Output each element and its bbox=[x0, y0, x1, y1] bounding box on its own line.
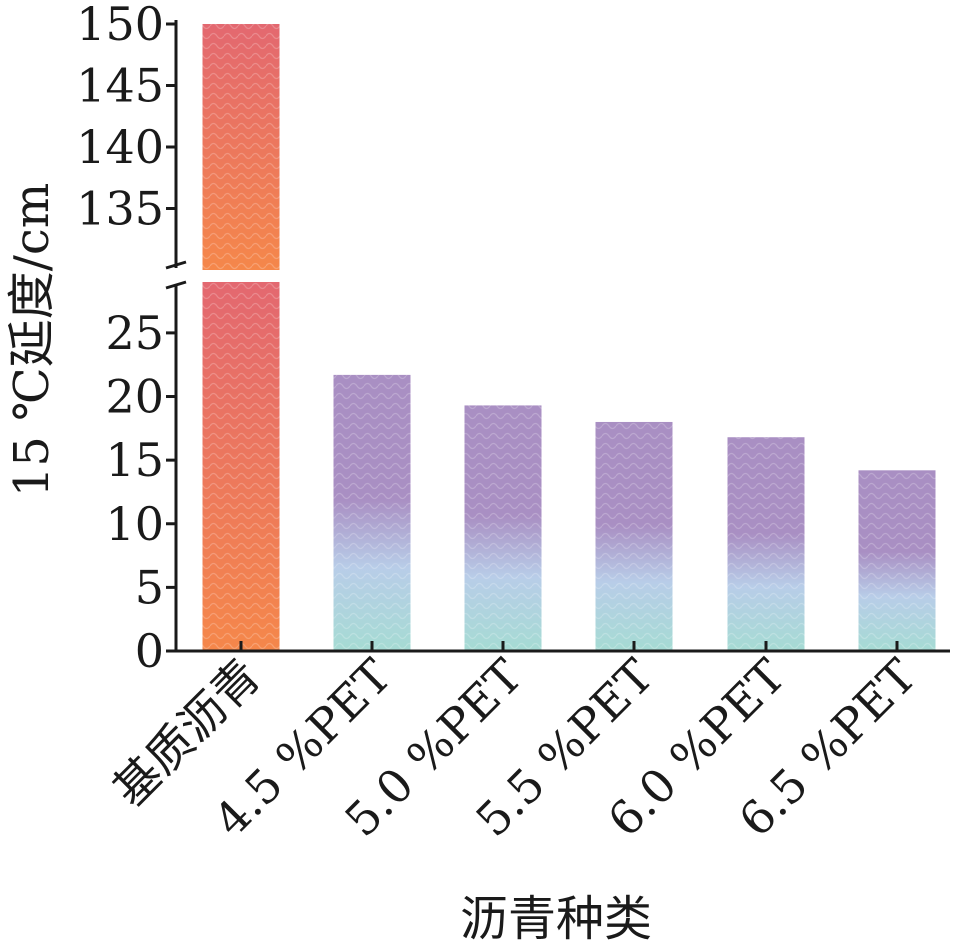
y-tick-label: 15 bbox=[105, 433, 164, 487]
y-tick-label: 20 bbox=[105, 370, 164, 424]
bars-group bbox=[202, 24, 936, 651]
y-tick-label: 0 bbox=[135, 624, 164, 678]
y-tick-label: 10 bbox=[105, 497, 164, 551]
axis-break-mark bbox=[165, 280, 187, 290]
bar-texture bbox=[595, 421, 673, 651]
y-tick-label: 25 bbox=[105, 306, 164, 360]
bar-texture bbox=[202, 282, 280, 651]
bar-5 bbox=[727, 437, 805, 651]
y-tick-label: 5 bbox=[135, 560, 164, 614]
y-ticks-group: 0 5 10 15 20 25 135 140 145 150 bbox=[76, 0, 176, 678]
bar-6 bbox=[858, 470, 936, 651]
axes-group bbox=[165, 20, 950, 653]
bar-texture bbox=[333, 374, 411, 651]
bar-3 bbox=[464, 405, 542, 651]
x-axis-title: 沥青种类 bbox=[460, 891, 652, 947]
axis-break-mark bbox=[165, 260, 187, 270]
y-axis-title: 15 ℃延度/cm bbox=[4, 183, 60, 498]
bar-4 bbox=[595, 421, 673, 651]
bar-2 bbox=[333, 374, 411, 651]
y-tick-label: 150 bbox=[76, 0, 164, 51]
y-tick-label: 145 bbox=[76, 59, 164, 113]
bar-texture bbox=[858, 470, 936, 651]
y-tick-label: 140 bbox=[76, 120, 164, 174]
bar-1 bbox=[202, 24, 280, 651]
bar-texture bbox=[464, 405, 542, 651]
bar-texture bbox=[727, 437, 805, 651]
y-tick-label: 135 bbox=[76, 182, 164, 236]
bar-texture bbox=[202, 24, 280, 270]
